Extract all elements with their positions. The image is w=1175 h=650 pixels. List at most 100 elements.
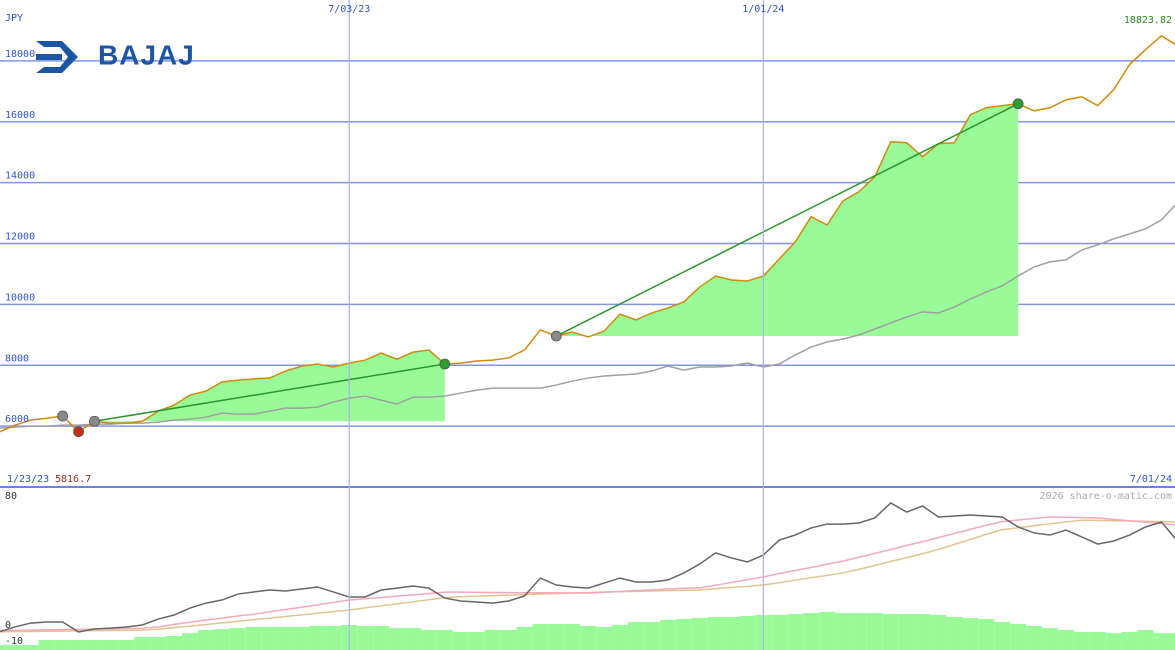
footer: 2026 share-o-matic.com — [1040, 491, 1172, 502]
bar — [596, 626, 613, 650]
bar — [1057, 630, 1074, 650]
bar — [1042, 628, 1058, 650]
bar — [166, 635, 183, 650]
bar — [739, 615, 756, 650]
bar — [1010, 624, 1027, 650]
bar — [150, 636, 167, 650]
y-tick-label: 18000 — [5, 49, 35, 60]
bar — [102, 640, 119, 650]
y-tick-label: -10 — [5, 636, 23, 647]
bar — [930, 615, 947, 650]
bar — [1153, 633, 1170, 650]
bar — [1137, 630, 1154, 650]
bar — [691, 618, 708, 650]
bar — [675, 619, 692, 650]
trade-line — [555, 103, 1019, 337]
bar — [707, 616, 724, 650]
y-tick-label: 6000 — [5, 414, 29, 425]
logo: BAJAJ — [36, 39, 195, 73]
bar — [213, 629, 230, 650]
bar — [914, 614, 931, 650]
trade-marker — [1012, 98, 1024, 110]
trade-line — [94, 363, 445, 422]
bar — [325, 625, 342, 650]
y-tick-label: 80 — [5, 491, 17, 502]
bar — [182, 633, 198, 650]
y-tick-label: 10000 — [5, 292, 35, 303]
bar — [1121, 631, 1138, 650]
bar — [293, 626, 310, 650]
low-label: 5816.7 — [55, 474, 91, 485]
bar — [197, 630, 214, 650]
bar — [277, 626, 294, 650]
bar — [22, 645, 39, 650]
bar — [723, 616, 740, 650]
logo-text: BAJAJ — [98, 39, 195, 70]
price-panel — [0, 34, 1175, 438]
trade-marker — [550, 330, 562, 342]
series-line — [0, 204, 1175, 429]
bar — [245, 626, 262, 650]
bar — [309, 625, 326, 650]
bar — [946, 616, 963, 650]
bar — [405, 628, 421, 650]
bar — [484, 630, 501, 650]
bar — [373, 625, 390, 650]
bar — [420, 630, 437, 650]
y-tick-label: 12000 — [5, 232, 35, 243]
bar — [134, 636, 151, 650]
logo-icon-bar — [36, 54, 62, 60]
trade-marker — [89, 415, 100, 427]
y-tick-label: 0 — [5, 620, 11, 631]
series-line — [0, 34, 1175, 433]
bar — [771, 615, 788, 650]
logo-icon — [36, 41, 78, 73]
x-tick-label: 7/03/23 — [328, 4, 370, 15]
bar — [1089, 631, 1106, 650]
bar — [580, 625, 597, 650]
bar — [38, 640, 55, 650]
bar — [627, 621, 644, 650]
bar — [834, 613, 851, 650]
bar — [850, 613, 867, 650]
bar — [803, 613, 820, 650]
bar — [994, 621, 1011, 650]
bar — [70, 640, 87, 650]
bar — [86, 640, 103, 650]
x-end-label: 7/01/24 — [1130, 474, 1172, 485]
bar — [548, 624, 565, 650]
bar — [962, 618, 979, 650]
series-line — [0, 519, 1175, 633]
oscillator-panel — [0, 502, 1175, 650]
bar — [1105, 633, 1122, 650]
bar — [516, 626, 533, 650]
bar — [1169, 633, 1175, 650]
trade-area — [94, 350, 445, 424]
bar — [452, 631, 469, 650]
bar — [978, 619, 995, 650]
series-line — [0, 516, 1175, 632]
bar — [261, 626, 278, 650]
bar — [612, 625, 628, 650]
trade-marker — [57, 410, 69, 422]
bar — [819, 611, 835, 650]
y-tick-label: 14000 — [5, 171, 35, 182]
high-label: 18823.82 — [1124, 15, 1172, 26]
bar — [118, 640, 135, 650]
y-tick-label: 16000 — [5, 110, 35, 121]
bar — [0, 645, 7, 650]
bar — [1026, 625, 1043, 650]
bar — [643, 621, 660, 650]
x-start-label: 1/23/23 — [7, 474, 49, 485]
bar — [532, 624, 549, 650]
bar — [659, 620, 676, 650]
series-line — [0, 502, 1175, 633]
trade-marker — [73, 426, 84, 438]
bar — [468, 631, 485, 650]
bar — [357, 625, 374, 650]
bar — [787, 614, 804, 650]
bar — [229, 628, 246, 650]
y-unit: JPY — [5, 13, 23, 24]
y-tick-label: 8000 — [5, 353, 29, 364]
